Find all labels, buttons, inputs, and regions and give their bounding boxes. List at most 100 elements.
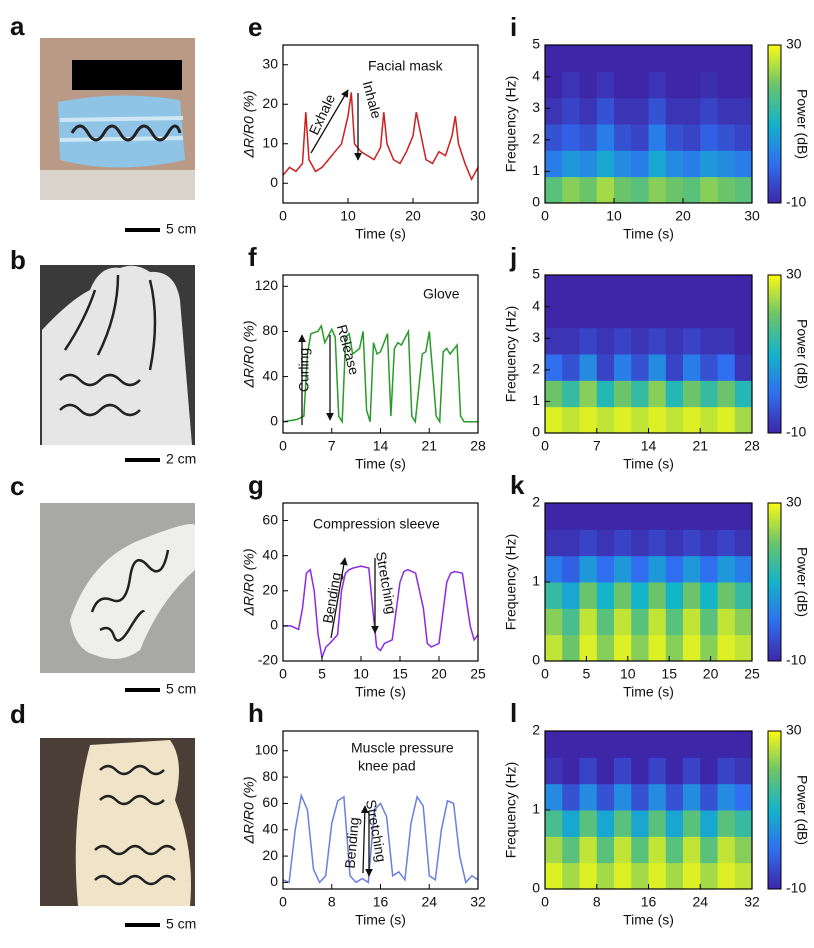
spectrogram-cell (631, 836, 649, 863)
spectrogram-cell (545, 784, 563, 811)
spectrogram-cell (580, 836, 598, 863)
spectrogram-cell (580, 503, 598, 530)
x-tick-label: 0 (541, 894, 549, 910)
spectrogram-cell (683, 582, 701, 609)
spectrogram-cell (580, 150, 598, 177)
spectrogram-cell (718, 608, 736, 635)
spectrogram-cell (700, 45, 718, 72)
spectrogram-cell (562, 635, 580, 662)
spectrogram-cell (683, 407, 701, 434)
spectrogram-cell (614, 328, 632, 355)
spectrogram-cell (580, 556, 598, 583)
spectrogram-cell (649, 757, 667, 784)
spectrogram-cell (666, 301, 684, 328)
y-tick-label: 3 (532, 329, 540, 345)
spectrogram-cell (614, 301, 632, 328)
spectrogram-cell (562, 836, 580, 863)
spectrogram-cell (735, 301, 753, 328)
spectrogram-cell (683, 124, 701, 151)
spectrogram-cell (649, 582, 667, 609)
x-tick-label: 32 (744, 894, 760, 910)
colorbar-tick-label: 30 (786, 494, 802, 510)
spectrogram-cell (666, 836, 684, 863)
chart-title: Glove (423, 286, 460, 302)
spectrogram-cell (614, 124, 632, 151)
spectrogram-cell (597, 810, 615, 837)
x-tick-label: 0 (279, 666, 287, 682)
spectrogram-cell (666, 635, 684, 662)
scale-bar-label: 2 cm (166, 451, 196, 467)
x-axis-label: Time (s) (355, 456, 406, 472)
spectrogram-cell (545, 275, 563, 302)
spectrogram-cell (683, 301, 701, 328)
x-tick-label: 28 (744, 438, 760, 454)
spectrogram-cell (580, 45, 598, 72)
spectrogram-cell (700, 757, 718, 784)
chart-title: Facial mask (368, 58, 444, 74)
spectrogram-cell (562, 529, 580, 556)
spectrogram-cell (562, 45, 580, 72)
x-axis-label: Time (s) (355, 684, 406, 700)
spectrogram-cell (631, 380, 649, 407)
spectrogram-cell (683, 836, 701, 863)
spectrogram-cell (562, 328, 580, 355)
spectrogram-cell (735, 45, 753, 72)
spectrogram-cell (597, 863, 615, 890)
spectrogram-cell (683, 328, 701, 355)
spectrogram-cell (683, 863, 701, 890)
y-tick-label: 100 (255, 741, 279, 757)
colorbar-label: Power (dB) (794, 775, 810, 845)
annotation: Curling (296, 348, 312, 392)
spectrogram-cell (597, 150, 615, 177)
colorbar-tick-label: 30 (786, 266, 802, 282)
y-tick-label: 20 (262, 95, 278, 111)
spectrogram-cell (614, 177, 632, 204)
spectrogram-cell (700, 275, 718, 302)
spectrogram-cell (580, 529, 598, 556)
y-axis-label: Frequency (Hz) (503, 534, 519, 630)
spectrogram-cell (700, 301, 718, 328)
x-tick-label: 16 (373, 894, 389, 910)
colorbar (768, 275, 781, 433)
spectrogram-cell (666, 810, 684, 837)
spectrogram-cell (614, 150, 632, 177)
spectrogram-cell (545, 582, 563, 609)
spectrogram-cell (562, 301, 580, 328)
x-tick-label: 20 (675, 208, 691, 224)
x-tick-label: 24 (421, 894, 437, 910)
spectrogram-cell (649, 328, 667, 355)
spectrogram-cell (631, 150, 649, 177)
spectrogram-cell (614, 407, 632, 434)
spectrogram-cell (683, 810, 701, 837)
spectrogram-cell (649, 635, 667, 662)
spectrogram-cell (614, 556, 632, 583)
spectrogram-cell (700, 556, 718, 583)
y-tick-label: 30 (262, 55, 278, 71)
colorbar-tick-label: 30 (786, 36, 802, 52)
x-tick-label: 0 (541, 438, 549, 454)
spectrogram-cell (649, 354, 667, 381)
spectrogram-cell (735, 71, 753, 98)
panel-label: b (10, 245, 26, 275)
spectrogram-cell (735, 731, 753, 758)
spectrogram-cell (562, 407, 580, 434)
chart-title: Compression sleeve (313, 516, 440, 532)
x-tick-label: 0 (279, 438, 287, 454)
spectrogram-cell (597, 98, 615, 125)
spectrogram-cell (580, 784, 598, 811)
x-axis-label: Time (s) (623, 912, 674, 928)
spectrogram-cell (597, 556, 615, 583)
spectrogram-cell (562, 98, 580, 125)
spectrogram-cell (545, 301, 563, 328)
spectrogram-cell (580, 863, 598, 890)
spectrogram-cell (649, 529, 667, 556)
spectrogram-cell (631, 810, 649, 837)
panel-label: i (510, 12, 517, 42)
spectrogram-cell (545, 380, 563, 407)
spectrogram-cell (718, 328, 736, 355)
spectrogram-cell (718, 635, 736, 662)
spectrogram-cell (700, 380, 718, 407)
spectrogram-cell (700, 529, 718, 556)
spectrogram-cell (597, 582, 615, 609)
colorbar-tick-label: 30 (786, 722, 802, 738)
